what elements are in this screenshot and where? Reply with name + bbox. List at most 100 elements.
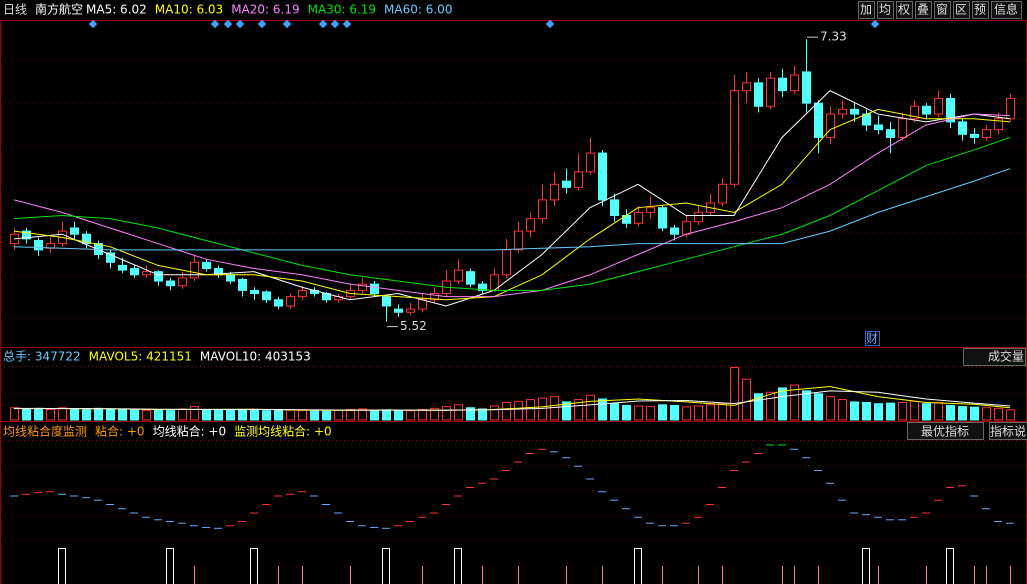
volume-bar bbox=[982, 407, 991, 421]
candle-body bbox=[994, 118, 1003, 131]
toolbar-button[interactable]: 预 bbox=[974, 3, 986, 17]
event-box bbox=[865, 331, 880, 346]
low-label: 5.52 bbox=[400, 319, 427, 333]
toolbar-button-box[interactable] bbox=[896, 1, 913, 19]
volume-bar bbox=[706, 404, 715, 421]
volume-bar bbox=[466, 407, 475, 421]
toolbar-button-box[interactable] bbox=[972, 1, 989, 19]
toolbar-button[interactable]: 均 bbox=[879, 3, 891, 17]
candle-body bbox=[838, 108, 847, 115]
volume-bar bbox=[610, 403, 619, 421]
toolbar-button-box[interactable] bbox=[953, 1, 970, 19]
ma-legend: MA5: 6.02 bbox=[86, 3, 147, 17]
candle-body bbox=[82, 233, 91, 245]
candle-body bbox=[634, 211, 643, 224]
indicator-header: 监测均线粘合: +0 bbox=[234, 424, 332, 439]
volume-bar bbox=[286, 409, 295, 421]
ma-line bbox=[13, 90, 1011, 307]
volume-bar bbox=[970, 406, 979, 421]
volume-bar bbox=[370, 409, 379, 421]
toolbar-button[interactable]: 加 bbox=[860, 3, 872, 17]
volume-bar bbox=[514, 400, 523, 421]
volume-bar bbox=[166, 410, 175, 421]
volume-bar bbox=[766, 391, 775, 421]
candle-body bbox=[34, 239, 43, 251]
candle-body bbox=[538, 199, 547, 220]
toolbar-button[interactable]: 叠 bbox=[917, 3, 929, 17]
candle-body bbox=[742, 82, 751, 92]
volume-bar bbox=[298, 409, 307, 421]
candle-body bbox=[982, 129, 991, 138]
volume-bar bbox=[178, 408, 187, 421]
volume-bar bbox=[274, 409, 283, 421]
toolbar-button-box[interactable] bbox=[858, 1, 875, 19]
candle-body bbox=[502, 249, 511, 276]
signal-box bbox=[58, 548, 66, 584]
candle-body bbox=[610, 199, 619, 216]
toolbar-button-box[interactable] bbox=[991, 1, 1022, 19]
toolbar-button-box[interactable] bbox=[877, 1, 894, 19]
volume-bar bbox=[646, 406, 655, 421]
volume-bar bbox=[922, 403, 931, 421]
candle-body bbox=[142, 271, 151, 276]
volume-bar bbox=[934, 402, 943, 421]
candle-body bbox=[1006, 97, 1015, 120]
candle-body bbox=[130, 268, 139, 276]
candle-body bbox=[874, 124, 883, 131]
volume-bar bbox=[814, 393, 823, 421]
candle-body bbox=[970, 133, 979, 138]
toolbar-button[interactable]: 权 bbox=[898, 3, 910, 17]
volume-bar bbox=[94, 407, 103, 421]
candle-body bbox=[574, 171, 583, 188]
candle-body bbox=[778, 77, 787, 92]
candle-body bbox=[910, 105, 919, 120]
toolbar-button[interactable]: 窗 bbox=[936, 3, 948, 17]
volume-bar bbox=[634, 405, 643, 421]
toolbar-button[interactable]: 区 bbox=[955, 3, 967, 17]
volume-bar bbox=[106, 408, 115, 421]
candle-body bbox=[394, 308, 403, 313]
volume-bar bbox=[502, 402, 511, 421]
candle-body bbox=[646, 207, 655, 213]
volume-bar bbox=[742, 378, 751, 421]
toolbar-button-box[interactable] bbox=[934, 1, 951, 19]
candle-body bbox=[730, 90, 739, 185]
stock-name: 南方航空 bbox=[35, 2, 83, 17]
volume-bar bbox=[778, 387, 787, 421]
toolbar-button[interactable]: 信息 bbox=[994, 2, 1018, 17]
ma-legend: MA20: 6.19 bbox=[231, 3, 299, 17]
volume-bar bbox=[622, 404, 631, 421]
volume-bar bbox=[430, 407, 439, 421]
volume-bar bbox=[910, 400, 919, 421]
volume-button-box[interactable] bbox=[963, 348, 1026, 366]
volume-bar bbox=[142, 409, 151, 421]
volume-bar bbox=[538, 397, 547, 421]
candle-body bbox=[430, 293, 439, 301]
volume-bar bbox=[874, 403, 883, 421]
indicator-button[interactable]: 指标说 bbox=[990, 424, 1026, 439]
candle-body bbox=[358, 283, 367, 291]
indicator-button[interactable]: 最优指标 bbox=[921, 424, 969, 439]
volume-bar bbox=[802, 390, 811, 421]
volume-bar bbox=[598, 398, 607, 421]
indicator-header: 粘合: +0 bbox=[95, 424, 145, 439]
candle-body bbox=[178, 277, 187, 287]
volume-bar bbox=[478, 408, 487, 421]
candle-body bbox=[682, 221, 691, 235]
volume-button[interactable]: 成交量 bbox=[988, 349, 1024, 364]
ma-legend: MA30: 6.19 bbox=[308, 3, 376, 17]
candle-body bbox=[658, 207, 667, 229]
candle-body bbox=[454, 269, 463, 282]
candle-body bbox=[526, 218, 535, 232]
volume-bar bbox=[418, 409, 427, 421]
volume-bar bbox=[394, 410, 403, 421]
volume-bar bbox=[994, 407, 1003, 421]
indicator-button-box[interactable] bbox=[907, 422, 984, 440]
candle-body bbox=[478, 283, 487, 291]
volume-bar bbox=[34, 407, 43, 421]
indicator-button-box[interactable] bbox=[989, 422, 1027, 440]
toolbar-button-box[interactable] bbox=[915, 1, 932, 19]
candle-body bbox=[22, 230, 31, 240]
